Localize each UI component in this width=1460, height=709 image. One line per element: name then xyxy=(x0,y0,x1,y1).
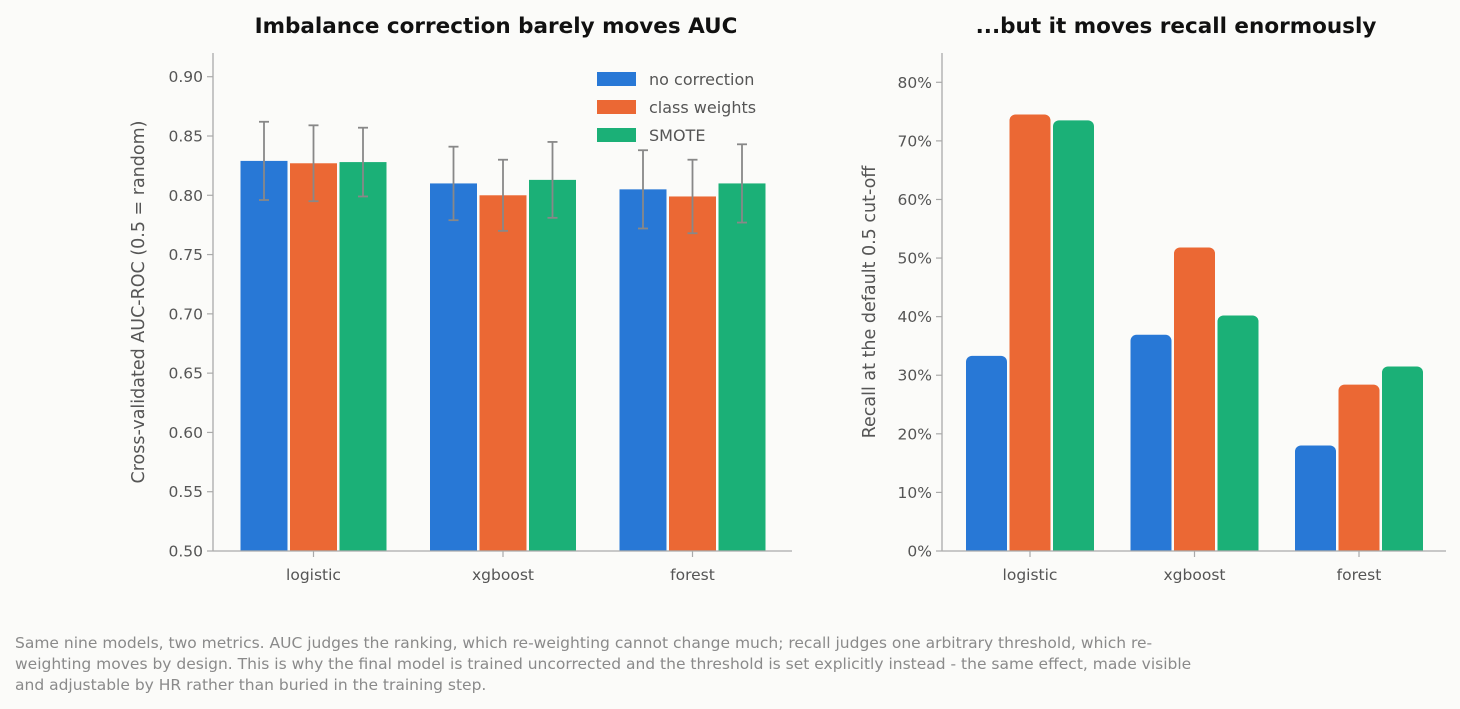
legend-label: class weights xyxy=(649,98,756,117)
y-tick-label: 0.85 xyxy=(168,128,203,146)
bar-smote-forest xyxy=(1382,366,1423,551)
chart-panel-1: Imbalance correction barely moves AUC Cro… xyxy=(129,14,792,584)
y-tick-label: 20% xyxy=(898,425,932,443)
bar-base xyxy=(1382,541,1423,551)
bar-class_weights-logistic xyxy=(1009,114,1051,552)
bar-no_correction-xgboost xyxy=(1130,334,1172,551)
y-tick-label: 40% xyxy=(898,308,932,326)
x-tick-label: xgboost xyxy=(1164,566,1226,584)
y-tick-label: 0.65 xyxy=(168,365,203,383)
legend-swatch-smote xyxy=(597,128,636,142)
legend: no correction class weights SMOTE xyxy=(597,70,756,145)
bar-class_weights-xgboost xyxy=(479,195,527,552)
figure-caption: Same nine models, two metrics. AUC judge… xyxy=(15,634,1192,694)
y-tick-label: 50% xyxy=(898,250,932,268)
y-tick-label: 10% xyxy=(898,484,932,502)
bar-base xyxy=(1009,541,1051,551)
y-tick-label: 0.90 xyxy=(168,68,203,86)
chart-panel-2: ...but it moves recall enormously Recall … xyxy=(860,14,1446,584)
y-tick-label: 0.80 xyxy=(168,187,203,205)
bar-base xyxy=(1338,541,1380,551)
bar-base xyxy=(1174,541,1215,551)
legend-swatch-class_weights xyxy=(597,100,636,114)
bar-no_correction-forest xyxy=(1295,445,1336,551)
y-tick-label: 0.60 xyxy=(168,424,203,442)
x-tick-label: xgboost xyxy=(472,566,534,584)
bar-class_weights-xgboost xyxy=(1174,247,1215,551)
bar-base xyxy=(1130,541,1172,551)
legend-label: SMOTE xyxy=(649,126,705,145)
bar-base xyxy=(1053,541,1094,551)
bar-no_correction-forest xyxy=(619,189,667,551)
y-tick-label: 30% xyxy=(898,367,932,385)
chart-title: Imbalance correction barely moves AUC xyxy=(255,14,738,39)
y-tick-label: 70% xyxy=(898,132,932,150)
bar-no_correction-xgboost xyxy=(430,183,477,551)
bar-smote-xgboost xyxy=(529,179,576,551)
y-tick-label: 60% xyxy=(898,191,932,209)
bar-smote-forest xyxy=(718,183,766,551)
bar-class_weights-forest xyxy=(1338,384,1380,551)
legend-label: no correction xyxy=(649,70,754,89)
legend-swatch-no_correction xyxy=(597,72,636,86)
y-axis-label: Recall at the default 0.5 cut-off xyxy=(860,165,880,439)
chart-title: ...but it moves recall enormously xyxy=(976,14,1377,39)
y-tick-label: 80% xyxy=(898,74,932,92)
y-tick-label: 0.55 xyxy=(168,483,203,501)
y-tick-label: 0.70 xyxy=(168,305,203,323)
bar-base xyxy=(1295,541,1336,551)
x-tick-label: forest xyxy=(1337,566,1382,584)
bar-smote-logistic xyxy=(1053,120,1094,552)
bar-base xyxy=(1217,541,1259,551)
x-tick-label: logistic xyxy=(286,566,341,584)
y-axis-label: Cross-validated AUC-ROC (0.5 = random) xyxy=(129,121,149,484)
bar-no_correction-logistic xyxy=(966,355,1007,551)
bar-no_correction-logistic xyxy=(240,160,288,551)
y-tick-label: 0.50 xyxy=(168,543,203,561)
bar-class_weights-logistic xyxy=(290,163,337,551)
bar-base xyxy=(966,541,1007,551)
y-tick-label: 0% xyxy=(907,543,932,561)
bar-smote-logistic xyxy=(339,162,387,552)
bar-smote-xgboost xyxy=(1217,315,1259,551)
y-tick-label: 0.75 xyxy=(168,246,203,264)
x-tick-label: logistic xyxy=(1003,566,1058,584)
x-tick-label: forest xyxy=(670,566,715,584)
bar-class_weights-forest xyxy=(669,196,716,551)
